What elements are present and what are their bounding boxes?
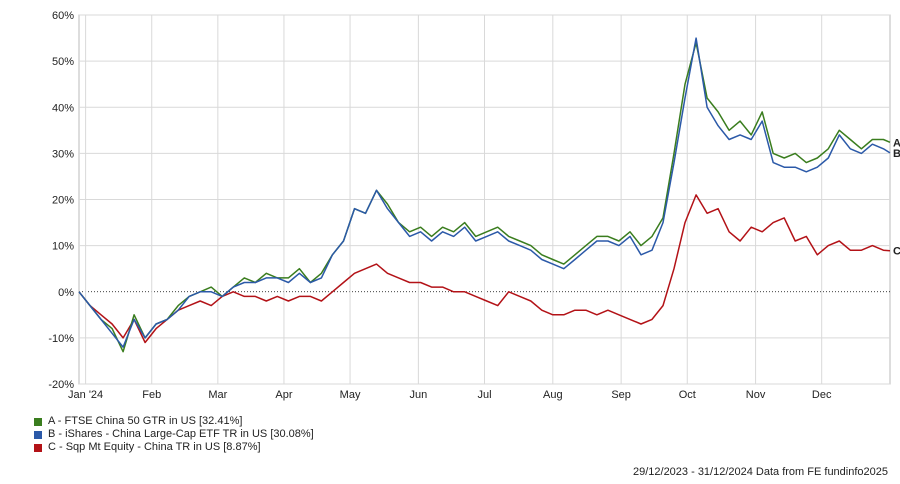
x-tick-label: Dec bbox=[812, 389, 832, 401]
performance-line-chart: 60% 50% 40% 30% 20% 10% 0% -10% -20% Jan '24 Feb M… bbox=[48, 10, 900, 401]
x-tick-label: Mar bbox=[208, 389, 227, 401]
end-label-a: A bbox=[893, 137, 900, 149]
y-tick-label: 40% bbox=[52, 102, 74, 114]
y-tick-label: 0% bbox=[58, 287, 74, 299]
legend-label-c: C - Sqp Mt Equity - China TR in US [8.87… bbox=[48, 441, 261, 453]
x-tick-label: May bbox=[340, 389, 361, 401]
legend-item-a: A - FTSE China 50 GTR in US [32.41%] bbox=[34, 415, 314, 428]
series-line-c bbox=[78, 194, 891, 344]
end-label-c: C bbox=[893, 246, 900, 258]
y-tick-label: 20% bbox=[52, 195, 74, 207]
series-end-labels: AB C bbox=[893, 137, 900, 257]
legend-swatch-a bbox=[34, 417, 42, 426]
x-tick-label: Nov bbox=[746, 389, 766, 401]
chart-legend: A - FTSE China 50 GTR in US [32.41%] B -… bbox=[34, 415, 314, 454]
legend-item-b: B - iShares - China Large-Cap ETF TR in … bbox=[34, 428, 314, 441]
legend-label-a: A - FTSE China 50 GTR in US [32.41%] bbox=[48, 415, 243, 427]
x-tick-label: Apr bbox=[275, 389, 292, 401]
legend-item-c: C - Sqp Mt Equity - China TR in US [8.87… bbox=[34, 441, 314, 454]
y-tick-label: 50% bbox=[52, 56, 74, 68]
end-label-b: B bbox=[893, 148, 900, 160]
x-axis: Jan '24 Feb Mar Apr May Jun Jul Aug Sep Oct Nov Dec bbox=[68, 389, 832, 401]
x-tick-label: Jul bbox=[477, 389, 491, 401]
x-tick-label: Sep bbox=[611, 389, 631, 401]
y-axis: 60% 50% 40% 30% 20% 10% 0% -10% -20% bbox=[48, 10, 74, 391]
series-line-a bbox=[78, 41, 891, 353]
chart-grid bbox=[78, 14, 891, 385]
legend-swatch-c bbox=[34, 443, 42, 452]
y-tick-label: -10% bbox=[48, 333, 74, 345]
x-tick-label: Jan '24 bbox=[68, 389, 103, 401]
x-tick-label: Jun bbox=[410, 389, 428, 401]
y-tick-label: 60% bbox=[52, 10, 74, 22]
x-tick-label: Feb bbox=[142, 389, 161, 401]
y-tick-label: 10% bbox=[52, 241, 74, 253]
y-tick-label: -20% bbox=[48, 379, 74, 391]
legend-label-b: B - iShares - China Large-Cap ETF TR in … bbox=[48, 428, 314, 440]
data-source-footer: 29/12/2023 - 31/12/2024 Data from FE fun… bbox=[632, 466, 888, 478]
chart-series bbox=[78, 37, 891, 353]
y-tick-label: 30% bbox=[52, 148, 74, 160]
x-tick-label: Aug bbox=[543, 389, 563, 401]
series-line-b bbox=[78, 37, 891, 348]
legend-swatch-b bbox=[34, 430, 42, 439]
x-tick-label: Oct bbox=[679, 389, 696, 401]
